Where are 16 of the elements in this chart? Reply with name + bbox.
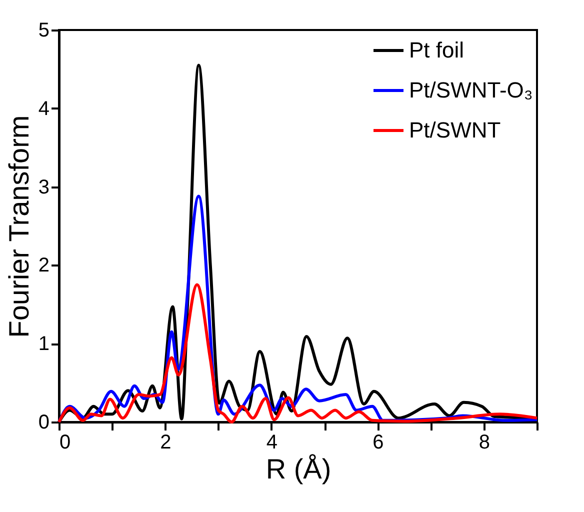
y-tick-label: 2 (38, 254, 50, 277)
y-tick-label: 0 (38, 412, 50, 434)
x-tick-label: 6 (372, 432, 384, 454)
legend-label: Pt/SWNT (409, 118, 501, 142)
legend-label: Pt foil (409, 38, 464, 62)
x-tick-label: 2 (160, 432, 172, 454)
x-tick-label: 4 (266, 432, 278, 454)
y-axis-title: Fourier Transform (3, 115, 34, 338)
x-tick-label: 8 (478, 432, 490, 454)
y-tick-label: 1 (38, 333, 50, 356)
legend-label: Pt/SWNT-O₃ (409, 78, 533, 102)
x-tick-label: 0 (60, 432, 71, 454)
y-tick-label: 4 (38, 98, 50, 120)
x-axis-title: R (Å) (266, 454, 332, 484)
y-tick-label: 3 (38, 176, 50, 198)
y-tick-label: 5 (38, 20, 50, 42)
